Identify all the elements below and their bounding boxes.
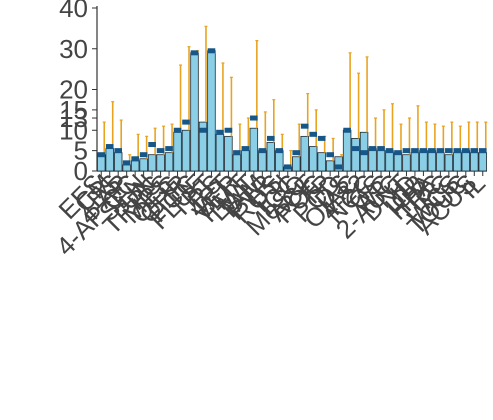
y-tick-label: 30 [59, 34, 88, 64]
marker [241, 146, 250, 152]
marker [445, 148, 453, 154]
marker [275, 148, 284, 154]
y-tick-label: 15 [59, 95, 88, 125]
bar [376, 150, 386, 172]
bar [105, 148, 114, 172]
marker [173, 127, 182, 133]
bar [249, 127, 259, 172]
marker [139, 152, 148, 158]
marker [360, 150, 368, 156]
bar [266, 142, 276, 172]
y-tick-label: 5 [74, 136, 88, 166]
y-tick-label: 20 [59, 75, 88, 105]
bar [470, 152, 479, 172]
marker [122, 160, 131, 166]
marker [385, 148, 394, 154]
marker [190, 50, 199, 56]
marker [351, 146, 360, 152]
marker [131, 156, 139, 162]
bar [385, 150, 394, 172]
marker [326, 152, 334, 158]
marker [216, 129, 224, 135]
bar [427, 150, 437, 172]
marker [478, 148, 487, 154]
bar [173, 131, 182, 172]
marker [402, 148, 411, 154]
y-tick-label: 13 [59, 103, 88, 133]
marker [165, 146, 173, 152]
error-bars-group [102, 25, 488, 167]
markers-group [97, 48, 487, 170]
y-tick-label: 0 [74, 156, 88, 186]
marker [250, 115, 258, 121]
marker [317, 135, 326, 141]
marker [207, 48, 216, 54]
marker [428, 148, 436, 154]
marker [461, 148, 470, 154]
marker [292, 150, 301, 156]
bar [368, 148, 377, 172]
marker [436, 148, 445, 154]
marker [411, 148, 419, 154]
marker [377, 146, 385, 152]
bar [181, 129, 191, 172]
marker [309, 131, 318, 137]
marker [233, 150, 241, 156]
marker [283, 164, 292, 170]
marker [394, 150, 402, 156]
bar [241, 150, 250, 172]
bar [351, 137, 360, 172]
marker [156, 148, 165, 154]
bar [215, 133, 225, 172]
marker [114, 148, 123, 154]
marker [343, 127, 351, 133]
y-tick-label: 40 [59, 0, 88, 23]
marker [419, 148, 428, 154]
marker [266, 135, 275, 141]
marker [258, 148, 267, 154]
marker [148, 142, 156, 148]
bar [308, 146, 318, 172]
bar [258, 150, 267, 172]
bar [478, 152, 487, 172]
marker [182, 119, 190, 125]
y-tick-label: 10 [59, 115, 88, 145]
bar [342, 129, 352, 172]
marker [97, 152, 106, 158]
bar [224, 135, 233, 172]
marker [105, 144, 114, 150]
bar [190, 52, 199, 172]
marker [224, 127, 233, 133]
bar [275, 150, 284, 172]
bar [207, 50, 216, 172]
bar [419, 150, 428, 172]
marker [453, 148, 462, 154]
marker [470, 148, 479, 154]
bar [461, 150, 471, 172]
marker [199, 127, 207, 133]
marker [368, 146, 377, 152]
marker [300, 123, 309, 129]
bar [300, 135, 309, 172]
marker [334, 164, 343, 170]
